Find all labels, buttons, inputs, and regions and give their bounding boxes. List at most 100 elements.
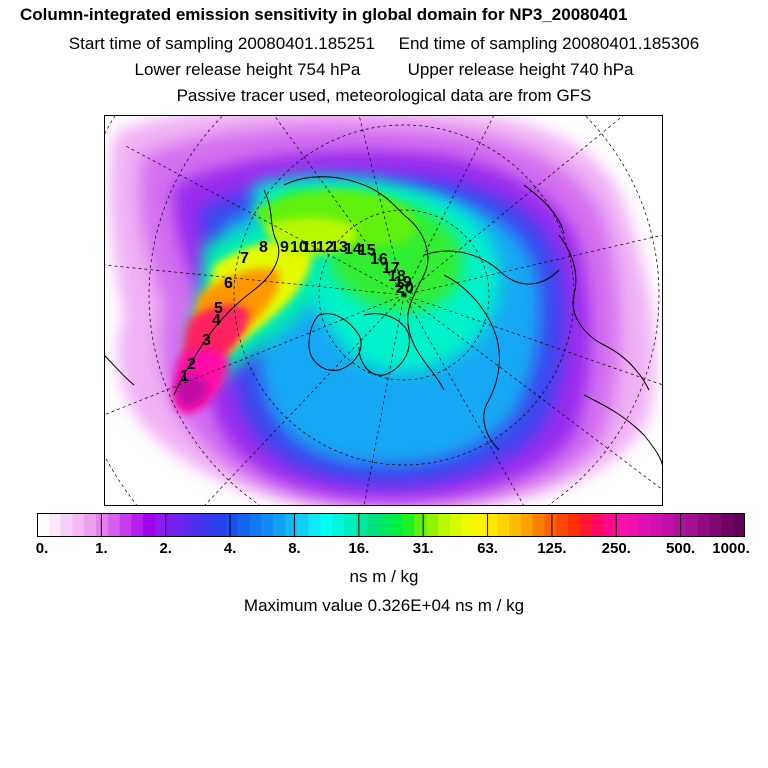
colorbar-cell	[568, 513, 581, 537]
colorbar-cell	[379, 513, 392, 537]
colorbar-cell	[202, 513, 215, 537]
end-time-label: End time of sampling 20080401.185306	[398, 34, 700, 53]
trajectory-label: 3	[202, 332, 211, 349]
colorbar-cell	[37, 513, 50, 537]
colorbar-frame	[37, 513, 745, 537]
colorbar-cell	[131, 513, 144, 537]
colorbar-cell	[190, 513, 203, 537]
colorbar-cell	[214, 513, 227, 537]
trajectory-label: 15	[358, 242, 376, 259]
colorbar-tick: 250.	[601, 540, 631, 557]
colorbar-cell	[650, 513, 663, 537]
colorbar-cell	[426, 513, 439, 537]
colorbar-cell	[520, 513, 534, 537]
sensitivity-map: 1 2 3 4 5 6 7 8 9 10 11 12 13 14 15 16 1…	[63, 0, 745, 636]
trajectory-label: 13	[330, 239, 348, 256]
colorbar-cell	[662, 513, 675, 537]
colorbar-cell	[178, 513, 191, 537]
colorbar-cell	[709, 513, 722, 537]
colorbar-cell	[461, 513, 475, 537]
colorbar-cell	[96, 513, 109, 537]
colorbar-cell	[438, 513, 451, 537]
colorbar-cell	[721, 513, 734, 537]
colorbar-cell	[48, 513, 62, 537]
trajectory-label: 7	[240, 250, 249, 267]
colorbar-tick: 0.	[35, 540, 49, 557]
colorbar-tick: 63.	[477, 540, 498, 557]
colorbar-cell	[296, 513, 309, 537]
colorbar-cell	[509, 513, 522, 537]
colorbar-cell	[60, 513, 73, 537]
colorbar-cell	[72, 513, 85, 537]
colorbar-cell	[402, 513, 416, 537]
trajectory-label: 18	[388, 268, 406, 285]
colorbar-cell	[497, 513, 510, 537]
release-heights: Lower release height 754 hPa Upper relea…	[0, 60, 768, 80]
colorbar-cell	[143, 513, 156, 537]
colorbar-cell	[414, 513, 427, 537]
colorbar-cell	[686, 513, 699, 537]
colorbar-cell	[367, 513, 380, 537]
colorbar-cell	[166, 513, 180, 537]
colorbar-cell	[733, 513, 745, 537]
colorbar-cell	[603, 513, 616, 537]
trajectory-label: 20	[396, 280, 414, 297]
sampling-times: Start time of sampling 20080401.185251 E…	[0, 34, 768, 54]
colorbar-cell	[155, 513, 168, 537]
colorbar-cell	[638, 513, 652, 537]
trajectory-label: 1	[180, 368, 189, 385]
colorbar-tick: 8.	[288, 540, 301, 557]
colorbar-tick: 16.	[348, 540, 370, 557]
colorbar-cell	[332, 513, 345, 537]
trajectory-label: 16	[370, 251, 388, 268]
colorbar-tick: 125.	[537, 540, 567, 557]
trajectory-label: 9	[280, 239, 289, 256]
colorbar-cell	[591, 513, 604, 537]
colorbar-cell	[343, 513, 357, 537]
colorbar-tick: 2.	[159, 540, 172, 557]
trajectory-label: 2	[187, 356, 196, 373]
maximum-value: Maximum value 0.326E+04 ns m / kg	[243, 596, 525, 615]
colorbar-tick: 500.	[666, 540, 696, 557]
trajectory-label: 14	[344, 241, 362, 258]
colorbar-unit: ns m / kg	[349, 567, 419, 586]
colorbar-cell	[485, 513, 498, 537]
colorbar-cell	[237, 513, 250, 537]
colorbar-cell	[249, 513, 262, 537]
upper-release-label: Upper release height 740 hPa	[407, 60, 634, 79]
colorbar-cell	[261, 513, 274, 537]
sensitivity-field	[109, 115, 655, 506]
trajectory-label: 6	[224, 275, 233, 292]
colorbar-cell	[532, 513, 545, 537]
colorbar-cell	[579, 513, 593, 537]
colorbar-tick: 31.	[412, 540, 434, 557]
trajectory-label: 8	[259, 239, 268, 256]
trajectory-label: 11	[302, 239, 319, 256]
map-canvas: 1 2 3 4 5 6 7 8 9 10 11 12 13 14 15 16 1…	[63, 0, 745, 636]
colorbar-cell	[320, 513, 333, 537]
trajectory-label: 17	[382, 260, 400, 277]
colorbar-cell	[615, 513, 628, 537]
plot-title: Column-integrated emission sensitivity i…	[20, 5, 628, 24]
map-frame	[104, 115, 663, 506]
trajectory-label: 12	[316, 239, 334, 256]
colorbar-cell	[119, 513, 132, 537]
trajectory-label: 5	[214, 300, 223, 317]
colorbar-cells	[37, 513, 745, 537]
colorbar-tick: 4.	[223, 540, 237, 557]
colorbar-cell	[225, 513, 239, 537]
colorbar-cell	[627, 513, 640, 537]
colorbar-cell	[355, 513, 368, 537]
colorbar-cell	[284, 513, 298, 537]
colorbar-cell	[450, 513, 463, 537]
colorbar-dividers	[100, 513, 682, 537]
colorbar-cell	[107, 513, 121, 537]
trajectory-label: 10	[290, 239, 308, 256]
colorbar-cell	[84, 513, 97, 537]
colorbar-cell	[697, 513, 711, 537]
trajectory-label: 19	[394, 274, 412, 291]
colorbar-cell	[391, 513, 404, 537]
colorbar-cell	[544, 513, 557, 537]
colorbar-cell	[273, 513, 286, 537]
colorbar-cell	[556, 513, 569, 537]
